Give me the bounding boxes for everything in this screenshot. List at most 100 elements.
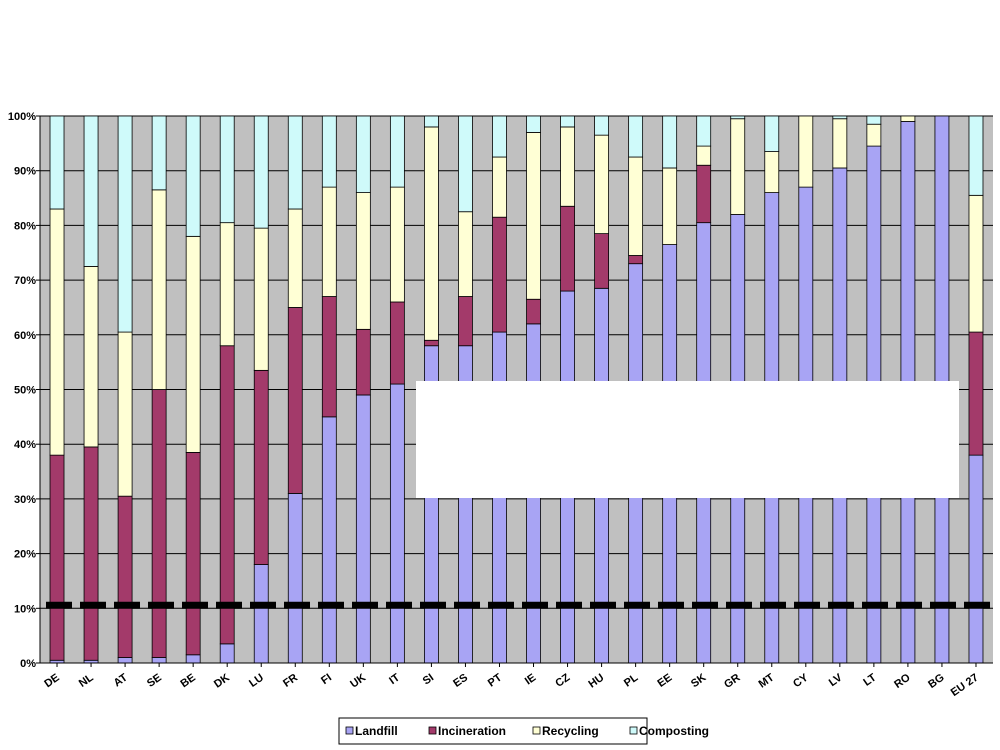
bar-segment-composting: [49, 115, 65, 210]
bar-segment-incineration: [253, 369, 269, 565]
x-tick-label: RO: [892, 671, 913, 691]
bar-segment-incineration: [219, 345, 235, 645]
bar-segment-incineration: [560, 205, 575, 292]
x-tick-label: BG: [926, 672, 946, 691]
x-tick-label: IE: [523, 672, 538, 688]
bar-segment-composting: [594, 115, 609, 136]
bar-segment-recycling: [662, 167, 678, 245]
bar-segment-recycling: [253, 227, 269, 371]
bar-segment-landfill: [389, 383, 405, 664]
bar-segment-composting: [560, 115, 575, 128]
y-tick-label: 60%: [14, 330, 36, 342]
x-tick-label: UK: [348, 672, 368, 691]
bar-segment-composting: [526, 115, 541, 133]
x-tick-label: HU: [586, 672, 606, 691]
bar-segment-composting: [117, 115, 133, 333]
bar-segment-composting: [321, 115, 337, 188]
bar-segment-recycling: [424, 126, 439, 341]
bar-segment-composting: [287, 115, 303, 210]
bar-segment-recycling: [696, 145, 712, 166]
x-tick-label: EU 27: [949, 672, 981, 699]
bar-segment-composting: [492, 115, 507, 158]
bar-segment-incineration: [355, 328, 371, 396]
bar-segment-landfill: [287, 493, 303, 664]
bar-segment-recycling: [730, 118, 746, 215]
bar-segment-recycling: [798, 115, 814, 188]
x-tick-label: PL: [622, 671, 641, 689]
legend-frame: [338, 717, 648, 745]
bar-segment-recycling: [83, 266, 99, 448]
bar-segment-incineration: [968, 331, 984, 456]
bar-segment-recycling: [321, 186, 337, 297]
legend-label-incineration: Incineration: [438, 724, 506, 738]
bar-segment-landfill: [321, 416, 337, 664]
x-tick-label: LU: [247, 672, 266, 690]
x-tick-label: EE: [655, 672, 674, 690]
bar-segment-incineration: [594, 233, 609, 289]
bar-segment-incineration: [83, 446, 99, 661]
x-tick-label: SI: [421, 672, 436, 688]
bar-segment-incineration: [526, 298, 541, 325]
y-tick-label: 30%: [14, 494, 36, 506]
bar-segment-recycling: [355, 192, 371, 330]
bar-segment-recycling: [628, 156, 644, 256]
bar-segment-incineration: [287, 307, 303, 494]
bar-segment-incineration: [117, 495, 133, 658]
y-tick-label: 50%: [14, 385, 36, 397]
bar-segment-recycling: [458, 211, 473, 297]
bar-segment-incineration: [492, 216, 507, 333]
y-tick-label: 100%: [8, 111, 36, 123]
bar-segment-composting: [730, 115, 746, 120]
bar-segment-composting: [389, 115, 405, 188]
bar-segment-incineration: [696, 164, 712, 224]
bar-segment-composting: [185, 115, 201, 237]
bar-segment-composting: [458, 115, 473, 213]
bar-segment-composting: [219, 115, 235, 224]
bar-segment-landfill: [355, 394, 371, 664]
legend-swatch-incineration: [428, 726, 437, 735]
legend-swatch-landfill: [345, 726, 354, 735]
bar-segment-recycling: [594, 134, 609, 235]
y-tick-label: 80%: [14, 220, 36, 232]
x-tick-label: SE: [145, 672, 164, 690]
x-tick-label: FI: [319, 672, 334, 687]
bar-segment-composting: [151, 115, 167, 191]
overlay-box: [416, 381, 959, 498]
bar-segment-recycling: [117, 331, 133, 497]
x-tick-label: LT: [861, 671, 878, 688]
bar-segment-landfill: [185, 654, 201, 664]
bar-segment-recycling: [49, 208, 65, 456]
bar-segment-landfill: [219, 643, 235, 664]
y-tick-label: 40%: [14, 439, 36, 451]
bar-segment-landfill: [151, 657, 167, 664]
x-tick-label: DE: [42, 672, 61, 691]
bar-segment-composting: [866, 115, 882, 125]
bar-segment-composting: [355, 115, 371, 193]
bar-segment-recycling: [151, 189, 167, 390]
x-tick-label: PT: [486, 671, 505, 689]
bar-segment-recycling: [287, 208, 303, 308]
legend-label-landfill: Landfill: [355, 724, 398, 738]
y-tick-label: 0%: [20, 658, 36, 670]
x-tick-label: LV: [827, 671, 845, 689]
bar-segment-recycling: [389, 186, 405, 303]
bar-segment-incineration: [49, 454, 65, 661]
bar-segment-recycling: [560, 126, 575, 207]
y-axis: 0% 10% 20% 30% 40% 50% 60% 70% 80% 90% 100%: [8, 111, 41, 670]
x-tick-label: MT: [757, 671, 777, 690]
x-axis: DE NL AT SE BE DK LU FR FI UK IT SI ES PT IE CZ HU PL EE SK…: [40, 662, 993, 699]
bar-segment-recycling: [968, 194, 984, 333]
bar-segment-recycling: [900, 115, 916, 122]
x-tick-label: AT: [112, 671, 130, 689]
bar-segment-landfill: [117, 657, 133, 664]
bar-segment-incineration: [185, 452, 201, 656]
bar-segment-composting: [764, 115, 780, 152]
y-tick-label: 20%: [14, 549, 36, 561]
x-tick-label: NL: [77, 671, 96, 689]
x-tick-label: SK: [689, 672, 708, 691]
bar-segment-composting: [628, 115, 644, 158]
bar-segment-recycling: [219, 222, 235, 347]
x-tick-label: GR: [722, 672, 742, 691]
x-tick-label: CY: [791, 671, 811, 690]
